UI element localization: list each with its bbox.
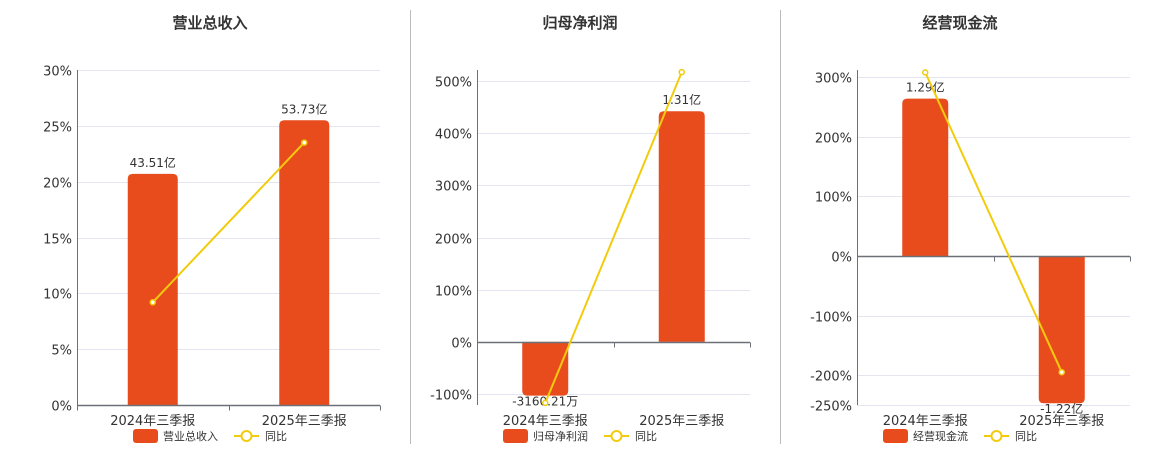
y-tick-label: 300% bbox=[815, 72, 852, 87]
y-tick-label: 5% bbox=[51, 344, 72, 359]
bar bbox=[127, 173, 178, 405]
y-tick-label: 100% bbox=[435, 285, 472, 300]
y-tick-label: 20% bbox=[43, 177, 72, 192]
y-tick-label: -250% bbox=[810, 400, 852, 415]
legend-bar-swatch bbox=[503, 429, 528, 443]
y-tick-label: 30% bbox=[43, 65, 72, 80]
legend-bar-label: 营业总收入 bbox=[163, 429, 218, 443]
legend-bar-swatch bbox=[133, 429, 158, 443]
y-tick-label: 200% bbox=[435, 233, 472, 248]
x-category-label: 2025年三季报 bbox=[639, 414, 724, 429]
x-category-label: 2024年三季报 bbox=[503, 414, 588, 429]
y-tick-label: 400% bbox=[435, 128, 472, 143]
y-tick-label: 10% bbox=[43, 288, 72, 303]
y-tick-label: 500% bbox=[435, 76, 472, 91]
chart-title-net-profit: 归母净利润 bbox=[542, 14, 617, 32]
yoy-point bbox=[1058, 368, 1065, 376]
y-tick-label: -200% bbox=[810, 370, 852, 385]
x-category-label: 2025年三季报 bbox=[262, 414, 347, 429]
yoy-point bbox=[922, 69, 929, 76]
x-category-label: 2024年三季报 bbox=[883, 414, 968, 429]
yoy-line bbox=[152, 141, 305, 303]
chart-title-revenue: 营业总收入 bbox=[172, 14, 247, 32]
legend-line-label: 同比 bbox=[1015, 430, 1037, 443]
bar bbox=[902, 98, 949, 256]
yoy-point bbox=[149, 299, 156, 306]
y-tick-label: 100% bbox=[815, 191, 852, 206]
legend-line-label: 同比 bbox=[635, 430, 657, 443]
bar bbox=[522, 341, 569, 396]
y-tick-label: -100% bbox=[430, 389, 472, 404]
legend-line-marker bbox=[990, 430, 1003, 442]
legend-line-marker bbox=[240, 430, 253, 442]
chart-title-cash-flow: 经营现金流 bbox=[922, 14, 997, 32]
yoy-point bbox=[301, 139, 308, 146]
legend-line-label: 同比 bbox=[265, 430, 287, 443]
bar bbox=[1038, 255, 1085, 404]
y-tick-label: 300% bbox=[435, 180, 472, 195]
x-category-label: 2025年三季报 bbox=[1019, 414, 1104, 429]
y-tick-label: 0% bbox=[451, 337, 472, 352]
y-tick-label: 0% bbox=[831, 251, 852, 266]
legend-bar-label: 归母净利润 bbox=[533, 429, 588, 443]
bar-data-label: 53.73亿 bbox=[281, 101, 327, 116]
bar-data-label: -1.22亿 bbox=[1040, 401, 1083, 416]
yoy-line bbox=[544, 71, 683, 404]
bar bbox=[658, 111, 705, 342]
x-category-label: 2024年三季报 bbox=[110, 414, 195, 429]
bar-data-label: 1.29亿 bbox=[906, 80, 945, 95]
y-tick-label: 25% bbox=[43, 121, 72, 136]
bar-data-label: 43.51亿 bbox=[130, 155, 176, 170]
legend-line-marker bbox=[610, 430, 623, 442]
legend-bar-label: 经营现金流 bbox=[913, 429, 968, 443]
y-tick-label: 15% bbox=[43, 233, 72, 248]
y-tick-label: 0% bbox=[51, 400, 72, 415]
y-tick-label: 200% bbox=[815, 132, 852, 147]
legend-bar-swatch bbox=[883, 429, 908, 443]
yoy-line bbox=[924, 71, 1063, 373]
yoy-point bbox=[678, 68, 685, 76]
bar bbox=[279, 120, 330, 405]
y-tick-label: -100% bbox=[810, 311, 852, 326]
yoy-point bbox=[542, 399, 549, 407]
